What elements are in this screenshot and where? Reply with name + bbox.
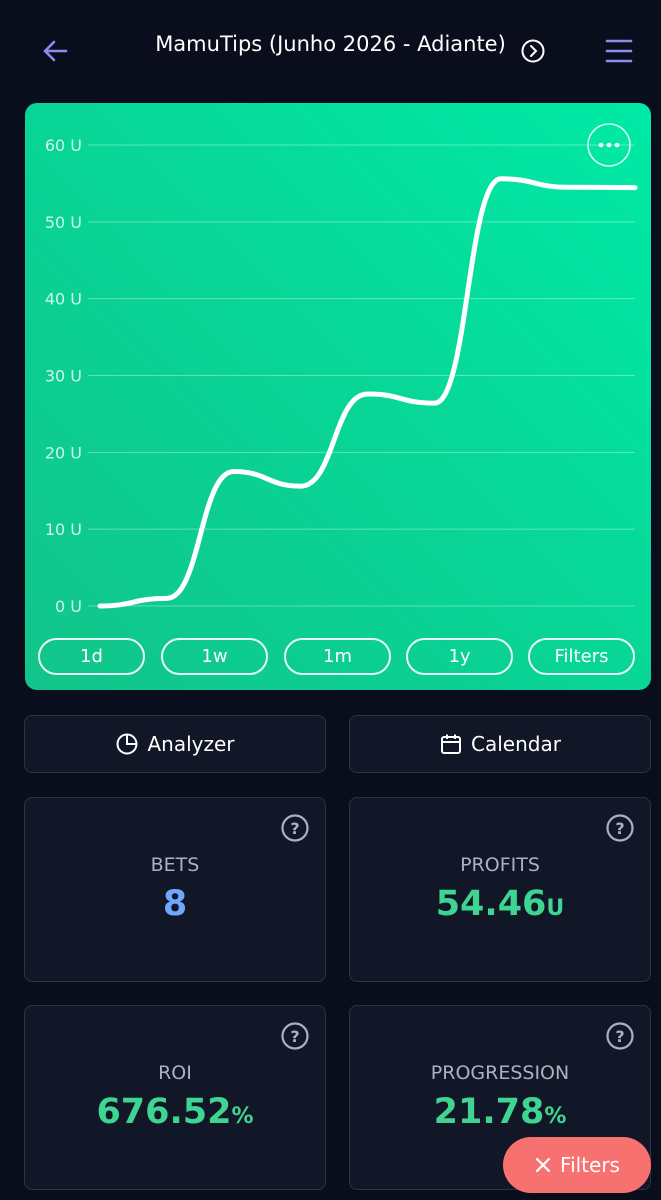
calendar-button[interactable]: Calendar <box>349 715 651 773</box>
svg-text:?: ? <box>290 1027 299 1046</box>
y-tick-label: 20 U <box>45 443 82 462</box>
header-title: MamuTips (Junho 2026 - Adiante) <box>0 32 661 56</box>
help-icon[interactable]: ? <box>280 1021 310 1051</box>
menu-button[interactable] <box>604 36 634 66</box>
stat-label: PROFITS <box>460 854 540 876</box>
y-tick-label: 10 U <box>45 520 82 539</box>
more-button[interactable] <box>587 123 631 167</box>
stat-value: 676.52 <box>96 1092 232 1132</box>
title-arrow-icon[interactable] <box>520 38 546 64</box>
range-button[interactable]: 1y <box>406 638 513 675</box>
svg-text:?: ? <box>615 819 624 838</box>
y-tick-label: 30 U <box>45 367 82 386</box>
analyzer-button[interactable]: Analyzer <box>24 715 326 773</box>
pie-icon <box>116 733 138 755</box>
analyzer-label: Analyzer <box>147 732 235 756</box>
stat-unit: U <box>546 896 565 921</box>
help-icon[interactable]: ? <box>605 813 635 843</box>
y-tick-label: 0 U <box>55 597 82 616</box>
line-series <box>97 176 638 609</box>
close-icon <box>535 1157 551 1173</box>
stat-value: 54.46 <box>435 884 547 924</box>
y-tick-label: 40 U <box>45 290 82 309</box>
range-button[interactable]: 1d <box>38 638 145 675</box>
range-button[interactable]: 1w <box>161 638 268 675</box>
stat-card: ? BETS 8 <box>24 797 326 982</box>
chart: 0 U 10 U 20 U 30 U 40 U 50 U 60 U <box>45 123 638 616</box>
stat-card: ? PROFITS 54.46U <box>349 797 651 982</box>
help-icon[interactable]: ? <box>605 1021 635 1051</box>
calendar-icon <box>441 734 462 754</box>
svg-text:?: ? <box>290 819 299 838</box>
help-icon[interactable]: ? <box>280 813 310 843</box>
stat-label: BETS <box>150 854 200 876</box>
stat-label: ROI <box>158 1062 192 1084</box>
title-text: MamuTips (Junho 2026 - Adiante) <box>155 32 506 56</box>
calendar-label: Calendar <box>471 732 561 756</box>
y-tick-label: 50 U <box>45 213 82 232</box>
stat-value-row: 54.46U <box>350 884 650 924</box>
stat-label: PROGRESSION <box>430 1062 570 1084</box>
back-button[interactable] <box>40 36 70 66</box>
stat-value-row: 21.78% <box>350 1092 650 1132</box>
chart-card: 0 U 10 U 20 U 30 U 40 U 50 U 60 U 1d 1w 1m 1y … <box>25 103 651 690</box>
stat-value: 8 <box>162 884 188 924</box>
stat-unit: % <box>231 1104 254 1129</box>
stat-value-row: 8 <box>25 884 325 924</box>
range-button[interactable]: Filters <box>528 638 635 675</box>
fab-label: Filters <box>560 1153 620 1177</box>
range-button[interactable]: 1m <box>284 638 391 675</box>
y-tick-label: 60 U <box>45 136 82 155</box>
svg-text:?: ? <box>615 1027 624 1046</box>
stat-card: ? ROI 676.52% <box>24 1005 326 1190</box>
stat-value: 21.78 <box>433 1092 545 1132</box>
stat-value-row: 676.52% <box>25 1092 325 1132</box>
stat-unit: % <box>544 1104 567 1129</box>
filters-fab[interactable]: Filters <box>503 1137 651 1193</box>
